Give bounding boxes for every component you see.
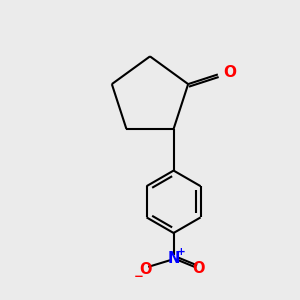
Text: O: O: [139, 262, 152, 277]
Text: O: O: [193, 261, 205, 276]
Text: +: +: [177, 247, 185, 257]
Text: N: N: [167, 251, 180, 266]
Text: O: O: [223, 65, 236, 80]
Text: −: −: [134, 270, 144, 283]
